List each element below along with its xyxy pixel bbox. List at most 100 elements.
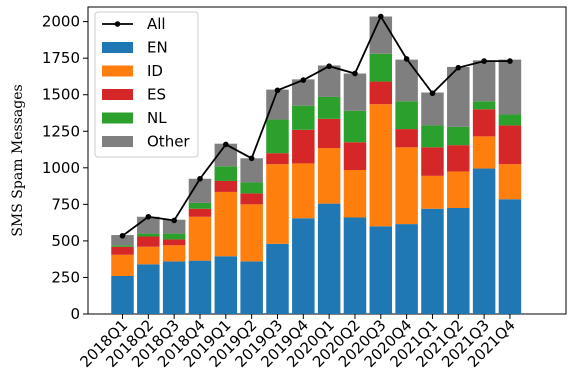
bar-en-2019q2 [240,261,263,314]
bar-id-2018q2 [137,246,160,265]
bar-nl-2018q4 [188,202,212,209]
bar-es-2019q4 [292,129,315,164]
legend: All EN ID ES NL Other [94,11,199,158]
bar-es-2020q4 [395,129,418,148]
bar-id-2018q4 [188,216,212,261]
legend-swatch-nl [102,112,133,124]
legend-label-en: EN [147,39,168,57]
bar-other-2021q2 [447,66,470,127]
bar-other-2018q3 [162,219,186,234]
bar-id-2021q3 [472,136,496,169]
bar-nl-2021q4 [498,114,522,126]
bar-id-2019q3 [266,164,289,244]
bar-id-2019q2 [240,204,263,262]
all-series-line [121,14,510,237]
bar-id-2018q3 [162,245,186,262]
bar-es-2018q1 [111,246,134,255]
bar-nl-2021q2 [447,126,470,146]
all-point-2020q4 [403,56,410,62]
bar-es-2021q4 [498,125,522,165]
bar-nl-2021q1 [421,125,444,148]
bar-other-2018q1 [111,235,134,246]
bar-es-2019q3 [266,153,289,165]
bar-other-2021q1 [421,92,444,126]
all-point-2018q2 [145,213,152,220]
bar-es-2021q3 [472,109,496,137]
bar-id-2020q2 [343,170,367,218]
bar-id-2019q4 [292,163,315,219]
all-point-2021q3 [481,58,487,64]
y-tick-label-250: 250 [51,268,80,286]
legend-label-id: ID [147,62,163,80]
bar-nl-2019q1 [214,166,238,181]
y-tick-label-1250: 1250 [42,122,80,140]
bar-en-2018q1 [111,275,134,314]
all-point-2018q3 [171,217,177,224]
bar-nl-2020q1 [317,96,341,119]
bar-en-2018q4 [188,260,212,314]
bar-es-2019q1 [214,180,238,192]
bar-nl-2018q3 [162,233,186,240]
bar-id-2020q1 [317,148,341,204]
all-point-2019q3 [274,87,281,94]
all-point-2019q4 [300,77,307,83]
bar-es-2019q2 [240,193,263,205]
legend-swatch-other [102,136,133,147]
bar-es-2021q1 [421,147,444,176]
bar-en-2020q1 [317,203,341,314]
y-axis: 0 250 500 750 1000 1250 1500 1750 2000 [42,13,88,323]
bar-id-2021q1 [421,175,444,209]
bar-other-2020q2 [343,73,367,111]
legend-label-all: All [147,15,166,33]
bar-en-2021q2 [447,208,470,314]
all-line-layer [119,13,513,239]
bar-id-2020q3 [369,104,393,227]
bar-nl-2019q3 [266,119,289,154]
bar-id-2021q4 [498,164,522,200]
all-point-2019q1 [223,141,229,148]
bar-id-2021q2 [447,171,470,209]
bar-nl-2020q3 [369,53,393,82]
bar-other-2020q1 [317,65,341,97]
x-axis: 2018Q12018Q22018Q32018Q42019Q12019Q22019… [77,314,519,371]
bar-other-2019q2 [240,158,263,183]
bar-id-2018q1 [111,254,134,276]
bar-nl-2020q4 [395,101,418,130]
bar-es-2018q2 [137,236,160,247]
y-tick-label-500: 500 [51,232,80,250]
bar-en-2019q1 [214,256,238,314]
bar-en-2021q1 [421,208,444,314]
all-point-2018q1 [119,232,126,239]
all-point-2020q2 [352,70,358,77]
bar-es-2020q1 [317,118,341,149]
y-tick-label-0: 0 [70,305,80,323]
bar-nl-2019q4 [292,105,315,130]
bar-en-2021q4 [498,199,522,314]
bar-es-2021q2 [447,145,470,172]
legend-label-es: ES [147,86,166,104]
y-tick-label-1500: 1500 [42,86,80,104]
bar-other-2019q4 [292,79,315,106]
bar-other-2019q1 [214,143,238,167]
bar-other-2021q3 [472,60,496,102]
y-axis-title: SMS Spam Messages [10,84,26,236]
bar-en-2020q3 [369,226,393,314]
y-tick-label-1750: 1750 [42,49,80,67]
bar-en-2020q2 [343,217,367,314]
bar-other-2021q4 [498,59,522,115]
bar-en-2020q4 [395,224,418,314]
y-tick-label-2000: 2000 [42,13,80,31]
all-point-2020q3 [378,13,384,20]
all-point-2019q2 [248,155,255,162]
bar-en-2021q3 [472,168,496,314]
y-tick-label-750: 750 [51,195,80,213]
bar-en-2018q2 [137,264,160,314]
legend-swatch-id [102,65,133,77]
all-point-2018q4 [197,175,203,182]
all-point-2021q4 [507,58,513,64]
bar-nl-2018q1 [111,245,134,247]
bar-es-2018q3 [162,239,186,246]
legend-marker-all-dot [114,21,121,27]
bar-es-2020q2 [343,142,367,171]
